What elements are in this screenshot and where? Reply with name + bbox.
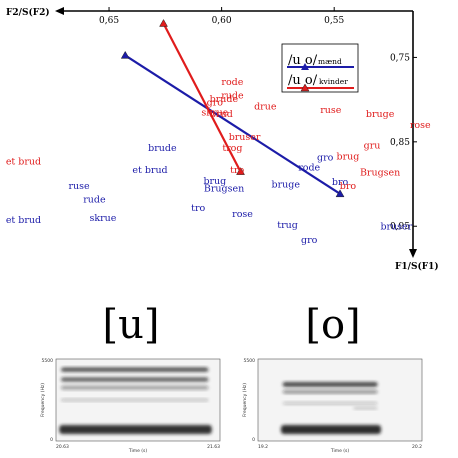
formant-band — [280, 425, 381, 435]
x-axis-arrowhead — [55, 7, 64, 15]
point-label: brud — [210, 109, 233, 120]
y-tick-label: 0,85 — [390, 138, 410, 148]
formant-band — [59, 425, 212, 435]
y-axis-label: F1/S(F1) — [395, 261, 439, 272]
spectrogram-o: 5500 0 Frequency (Hz) 19.2 20.2 Time (s) — [242, 358, 423, 454]
x-tick-label: 0,65 — [99, 16, 119, 26]
point-label: rose — [410, 120, 431, 131]
point-label: et brud — [6, 215, 41, 226]
point-label: brug — [203, 176, 226, 187]
point-label: bruser — [380, 221, 412, 232]
point-label: skrue — [201, 107, 228, 118]
x-tick-label: 0,60 — [212, 16, 232, 26]
point-label: ruse — [68, 181, 90, 192]
spectrogram-y-label: Frequency (Hz) — [242, 383, 248, 417]
formant-band — [282, 381, 378, 387]
legend-entry-2-suffix: kvinder — [319, 77, 348, 86]
legend-entry-1-suffix: mænd — [318, 57, 342, 66]
spectrogram-y-min: 0 — [50, 437, 53, 443]
point-label: brude — [210, 94, 239, 105]
point-label: skrue — [89, 213, 116, 224]
legend-entry-2-marker — [300, 83, 310, 92]
y-tick-label: 0,95 — [390, 222, 410, 232]
point-label: rude — [221, 90, 244, 101]
spectrogram-x-start: 20.63 — [56, 444, 69, 450]
point-label: rude — [83, 194, 106, 205]
formant-band — [60, 367, 209, 372]
series-1-marker — [335, 189, 345, 198]
point-label: gro — [207, 98, 224, 109]
spectrogram-x-label: Time (s) — [330, 448, 350, 454]
spectrogram-x-start: 19.2 — [258, 444, 268, 450]
point-label: rode — [298, 162, 320, 173]
series-line-1 — [124, 54, 341, 195]
point-label: bruser — [229, 132, 261, 143]
point-label: et brud — [132, 165, 167, 176]
spectrogram-x-end: 20.2 — [412, 444, 422, 450]
formant-band — [60, 377, 209, 382]
spectrogram-x-label: Time (s) — [128, 448, 148, 454]
point-label: Brugsen — [360, 168, 400, 179]
point-label: Brugsen — [204, 183, 244, 194]
point-label: brug — [337, 152, 360, 163]
x-axis-label: F2/S(F2) — [6, 7, 50, 18]
formant-band — [282, 401, 378, 405]
series-2-marker — [236, 167, 245, 175]
series-lines — [120, 18, 345, 198]
point-label: rose — [232, 209, 253, 220]
formant-plot: F2/S(F2) F1/S(F1) 0,65 0,60 0,55 0,750,850… — [6, 7, 439, 272]
point-label: gru — [364, 141, 381, 152]
legend: /u o/ mænd /u o/ kvinder — [281, 43, 359, 93]
point-label: tro — [230, 165, 244, 176]
legend-entry-1-prefix: /u o/ — [288, 53, 318, 68]
spectrogram-u: 5500 0 Frequency (Hz) 20.63 21.63 Time (s) — [40, 358, 221, 454]
point-label: et brud — [6, 156, 41, 167]
point-label: bro — [340, 181, 357, 192]
point-label: ruse — [320, 105, 342, 116]
point-label: rode — [221, 77, 243, 88]
point-label: bro — [332, 177, 349, 188]
formant-band — [60, 385, 209, 390]
spectrogram-y-label: Frequency (Hz) — [40, 383, 46, 417]
series-1-marker — [120, 50, 130, 59]
formant-band — [60, 398, 209, 402]
point-label: brude — [148, 143, 177, 154]
x-tick-label: 0,55 — [324, 16, 344, 26]
phoneme-o-label: [o] — [305, 302, 360, 348]
point-label: gro — [317, 153, 334, 164]
spectrogram-y-min: 0 — [252, 437, 255, 443]
y-axis-ticks: 0,75 0,85 0,95 — [390, 53, 417, 232]
spectrogram-y-max: 5500 — [42, 358, 54, 364]
phoneme-u-label: [u] — [103, 302, 160, 348]
y-axis-arrowhead — [409, 249, 417, 258]
legend-entry-2-prefix: /u o/ — [288, 73, 318, 88]
point-label: tro — [191, 203, 205, 214]
series-line-2 — [162, 22, 242, 173]
point-label: bruge — [366, 109, 395, 120]
point-label: trog — [222, 143, 242, 154]
point-label: bruge — [272, 180, 301, 191]
spectrogram-y-max: 5500 — [244, 358, 256, 364]
formant-band — [282, 389, 378, 394]
point-label: trug — [277, 220, 298, 231]
spectrogram-x-end: 21.63 — [207, 444, 220, 450]
point-label: drue — [254, 101, 277, 112]
y-tick-label: 0,75 — [390, 53, 410, 63]
point-label: gro — [301, 235, 318, 246]
legend-entry-1-marker — [301, 63, 309, 70]
formant-band — [353, 406, 378, 410]
series-2-marker — [159, 18, 168, 27]
x-axis-ticks: 0,65 0,60 0,55 — [99, 7, 344, 26]
